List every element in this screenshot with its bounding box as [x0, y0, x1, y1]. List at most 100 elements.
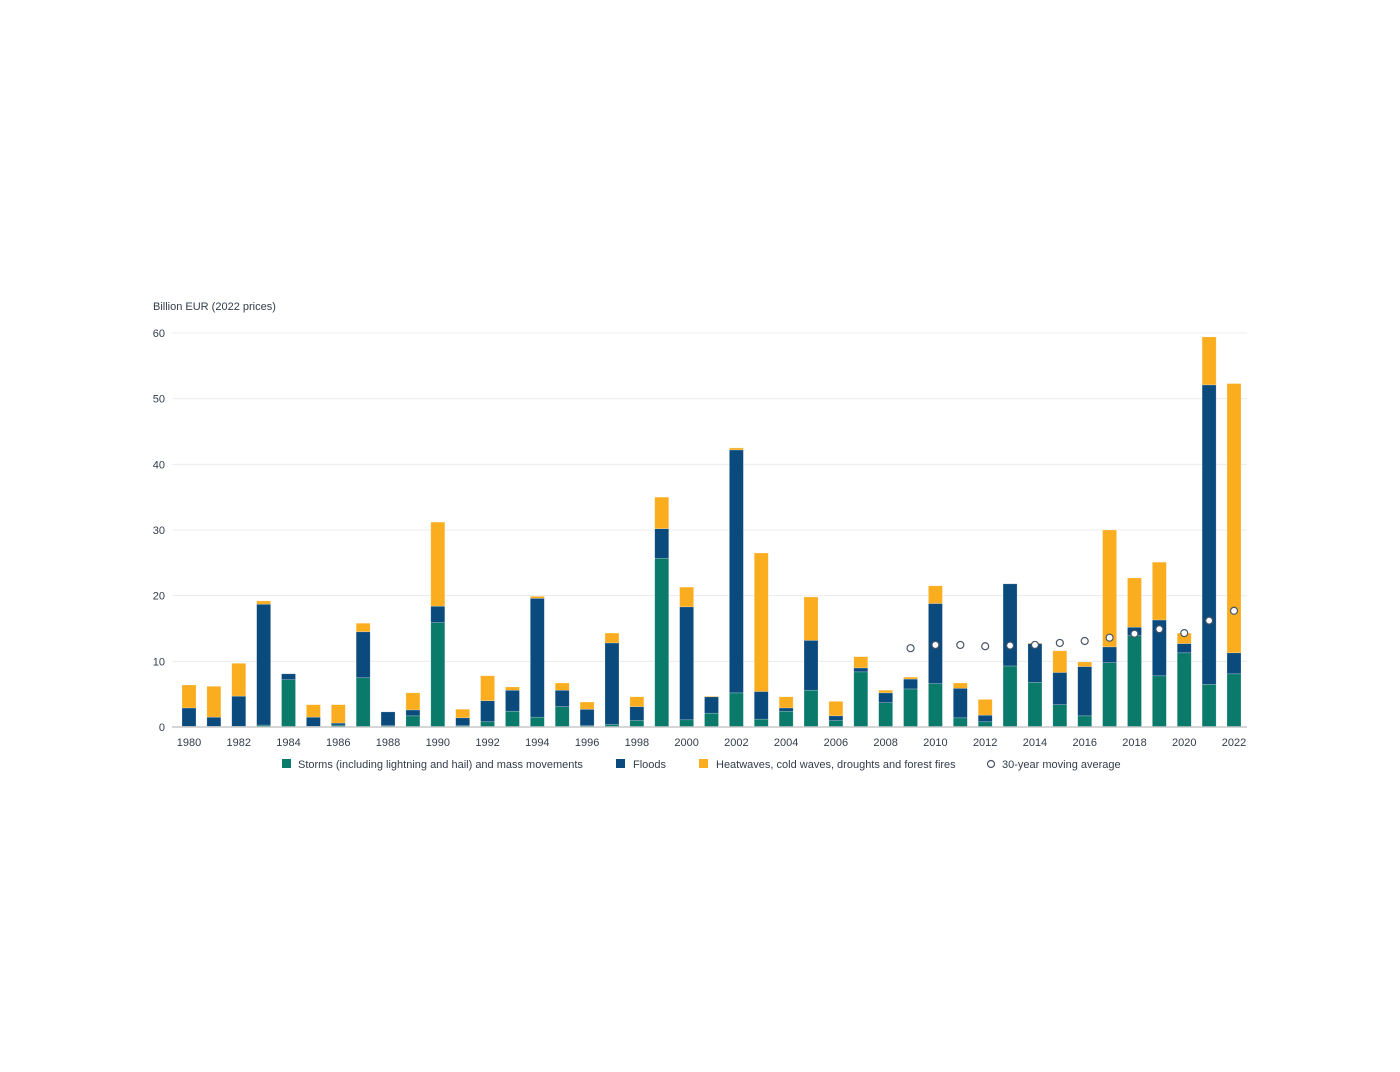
bar-segment-floods: [505, 689, 520, 712]
bar-segment-storms: [654, 557, 670, 728]
bar-segment-floods: [206, 716, 222, 727]
bar-segment-storms: [1176, 652, 1192, 728]
legend-swatch-floods: [616, 759, 625, 768]
x-tick-label: 2002: [724, 737, 748, 749]
x-tick-label: 1990: [426, 737, 450, 749]
y-tick-label: 10: [153, 656, 165, 668]
bar-segment-floods: [953, 687, 968, 719]
bar-segment-floods: [604, 642, 620, 725]
bar-segment-storms: [629, 720, 645, 728]
bar-segment-floods: [430, 605, 446, 623]
bar-segment-storms: [1052, 704, 1068, 728]
x-tick-label: 1986: [326, 737, 350, 749]
legend-label-moving-average: 30-year moving average: [1002, 759, 1121, 771]
bar-segment-storms: [1027, 682, 1043, 728]
bar-segment-floods: [903, 678, 918, 690]
bar-segment-storms: [953, 717, 968, 728]
bar-segment-heatwaves: [654, 496, 670, 529]
bar-segment-storms: [1226, 673, 1242, 728]
bar-segment-heatwaves: [579, 701, 595, 710]
moving-average-point: [1105, 633, 1114, 642]
bar-segment-floods: [629, 706, 645, 721]
bar-segment-floods: [380, 711, 396, 726]
bar-segment-heatwaves: [1201, 336, 1217, 386]
y-tick-label: 30: [153, 525, 165, 537]
bar-segment-storms: [679, 719, 694, 728]
x-tick-label: 2000: [674, 737, 698, 749]
bar-segment-heatwaves: [355, 622, 371, 633]
bar-segment-heatwaves: [554, 682, 570, 691]
bar-segment-heatwaves: [530, 596, 545, 599]
bar-segment-floods: [1077, 666, 1093, 717]
bar-segment-floods: [878, 692, 893, 704]
bar-segment-floods: [1027, 643, 1043, 683]
bar-segment-heatwaves: [231, 663, 247, 697]
bar-segment-heatwaves: [1102, 529, 1117, 648]
x-tick-label: 1984: [276, 737, 300, 749]
x-tick-label: 2012: [973, 737, 997, 749]
x-tick-label: 1980: [177, 737, 201, 749]
bar-segment-floods: [480, 700, 495, 723]
legend-swatch-storms: [282, 759, 291, 768]
bar-segment-floods: [1176, 643, 1192, 654]
bar-segment-storms: [753, 718, 769, 728]
bar-segment-heatwaves: [505, 686, 520, 691]
bar-segment-storms: [530, 716, 545, 728]
bar-segment-heatwaves: [1226, 383, 1242, 654]
bar-segment-heatwaves: [953, 682, 968, 689]
bar-segment-storms: [505, 710, 520, 728]
x-tick-label: 1996: [575, 737, 599, 749]
bar-segment-heatwaves: [629, 696, 645, 707]
x-tick-label: 2010: [923, 737, 947, 749]
legend-label-floods: Floods: [633, 759, 667, 771]
x-tick-label: 1992: [475, 737, 499, 749]
bar-segment-floods: [281, 673, 296, 681]
y-tick-label: 40: [153, 459, 165, 471]
bar-segment-heatwaves: [903, 676, 918, 680]
bar-segment-floods: [256, 603, 271, 726]
legend-label-storms: Storms (including lightning and hail) an…: [298, 759, 583, 771]
bar-segment-floods: [405, 709, 421, 717]
moving-average-point: [906, 644, 915, 653]
x-tick-label: 1988: [376, 737, 400, 749]
bar-segment-heatwaves: [330, 704, 346, 724]
bar-segment-storms: [1127, 635, 1142, 728]
bar-segment-heatwaves: [1052, 650, 1068, 673]
legend-swatch-heatwaves: [699, 759, 708, 768]
x-tick-labels: 1980 1982 1984 1986 1988 1990 1992 1994 1996 1998…: [177, 737, 1246, 749]
bar-segment-storms: [803, 689, 819, 728]
bar-segment-heatwaves: [306, 704, 321, 718]
moving-average-point: [1130, 629, 1139, 638]
moving-average-point: [1005, 641, 1015, 650]
bar-segment-heatwaves: [1127, 577, 1142, 628]
bar-segment-storms: [1201, 684, 1217, 728]
bar-segment-heatwaves: [878, 689, 893, 694]
bar-segment-heatwaves: [828, 701, 844, 717]
bar-segment-storms: [1002, 665, 1018, 728]
bar-segment-heatwaves: [1077, 661, 1093, 667]
x-tick-label: 2008: [873, 737, 897, 749]
legend-label-heatwaves: Heatwaves, cold waves, droughts and fore…: [716, 759, 956, 771]
bar-segment-storms: [977, 721, 993, 728]
y-tick-label: 50: [153, 394, 165, 406]
bar-segment-storms: [878, 702, 893, 728]
y-tick-label: 20: [153, 591, 165, 603]
bar-segment-floods: [1002, 583, 1018, 667]
bar-segment-heatwaves: [480, 675, 495, 702]
bar-segment-storms: [355, 677, 371, 728]
moving-average-point: [1055, 638, 1064, 648]
bar-segment-heatwaves: [977, 699, 993, 716]
bar-segment-floods: [306, 716, 321, 727]
bar-segment-storms: [853, 671, 869, 728]
bar-segment-storms: [281, 679, 296, 728]
bar-segment-floods: [1201, 384, 1217, 685]
x-tick-label: 2022: [1222, 737, 1246, 749]
x-tick-label: 2014: [1023, 737, 1047, 749]
moving-average-point: [956, 640, 965, 650]
bar-segment-storms: [928, 683, 943, 728]
bar-segment-floods: [977, 714, 993, 723]
legend-marker-moving-average: [986, 759, 996, 769]
moving-average-point: [1155, 625, 1164, 634]
bar-segment-floods: [1102, 646, 1117, 663]
bar-segment-heatwaves: [704, 695, 719, 698]
